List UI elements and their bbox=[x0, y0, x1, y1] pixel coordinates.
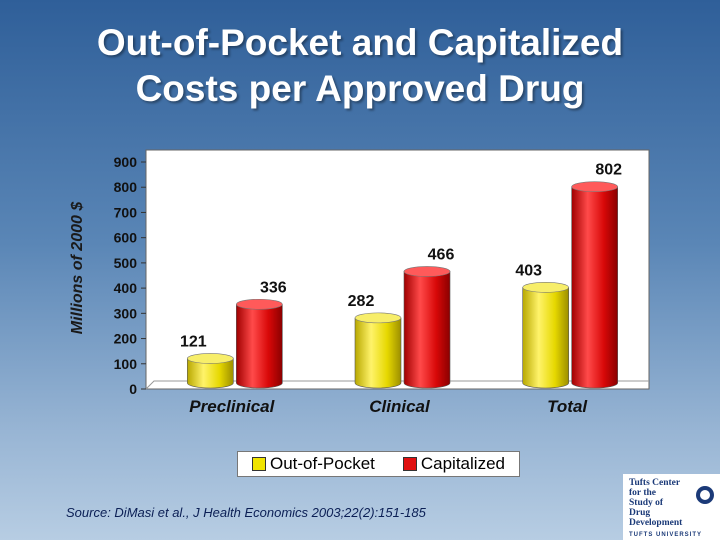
x-tick-label-clinical: Clinical bbox=[369, 397, 431, 416]
logo-line-2: for the bbox=[629, 488, 656, 498]
y-axis: 0 100 200 300 400 500 600 700 800 900 bbox=[114, 154, 146, 397]
x-tick-label-total: Total bbox=[547, 397, 588, 416]
bar-total-out-of-pocket-cap bbox=[522, 282, 569, 293]
bar-clinical-out-of-pocket-body bbox=[354, 317, 402, 389]
y-tick-label: 700 bbox=[114, 204, 138, 220]
legend-swatch-out-of-pocket bbox=[252, 457, 266, 471]
x-tick-label-preclinical: Preclinical bbox=[189, 397, 275, 416]
legend-label-out-of-pocket: Out-of-Pocket bbox=[270, 454, 375, 473]
bar-clinical-out-of-pocket bbox=[354, 312, 402, 389]
bar-total-capitalized-body bbox=[571, 186, 618, 389]
bar-clinical-capitalized-value-label: 466 bbox=[428, 246, 455, 263]
logo-text: Tufts Center for the Study of Drug Devel… bbox=[629, 478, 695, 528]
bar-preclinical-out-of-pocket-body bbox=[187, 358, 234, 389]
bar-clinical-capitalized bbox=[403, 266, 451, 389]
title-line-1: Out-of-Pocket and Capitalized bbox=[96, 22, 624, 63]
bar-total-out-of-pocket-body bbox=[522, 287, 569, 389]
y-tick-label: 100 bbox=[114, 356, 138, 372]
bar-preclinical-capitalized-cap bbox=[236, 298, 283, 310]
legend-swatch-capitalized bbox=[402, 457, 417, 471]
bar-clinical-capitalized-cap bbox=[403, 266, 451, 277]
bar-preclinical-capitalized-value-label: 336 bbox=[260, 279, 287, 296]
y-tick-label: 600 bbox=[114, 230, 138, 246]
bar-total-out-of-pocket-value-label: 403 bbox=[515, 262, 542, 279]
y-tick-label: 300 bbox=[114, 305, 138, 321]
logo-line-4: Drug Development bbox=[629, 508, 683, 528]
bar-preclinical-out-of-pocket bbox=[187, 353, 234, 389]
bar-preclinical-out-of-pocket-cap bbox=[187, 353, 234, 364]
bar-clinical-out-of-pocket-cap bbox=[354, 312, 402, 324]
logo-seal-icon bbox=[696, 486, 714, 504]
bar-total-capitalized bbox=[571, 181, 618, 389]
legend-item-capitalized: Capitalized bbox=[402, 454, 505, 474]
logo-university: TUFTS UNIVERSITY bbox=[629, 532, 703, 538]
y-tick-label: 400 bbox=[114, 280, 138, 296]
legend-label-capitalized: Capitalized bbox=[420, 454, 505, 473]
y-tick-label: 200 bbox=[114, 331, 138, 347]
bar-preclinical-capitalized bbox=[236, 298, 283, 389]
bar-total-out-of-pocket bbox=[522, 282, 569, 389]
y-tick-label: 500 bbox=[114, 255, 138, 271]
bars: 121 336 282 466 403 802 bbox=[180, 162, 622, 389]
y-axis-title-box: Millions of 2000 $ bbox=[58, 180, 98, 355]
legend-item-out-of-pocket: Out-of-Pocket bbox=[252, 454, 375, 474]
plot-floor bbox=[145, 380, 649, 390]
y-axis-title: Millions of 2000 $ bbox=[69, 201, 86, 334]
logo-line-3: Study of bbox=[629, 498, 664, 508]
y-tick-label: 900 bbox=[114, 154, 138, 170]
y-tick-label: 800 bbox=[114, 179, 138, 195]
bar-preclinical-capitalized-body bbox=[236, 303, 283, 389]
slide-title: Out-of-Pocket and Capitalized Costs per … bbox=[0, 20, 720, 112]
source-citation: Source: DiMasi et al., J Health Economic… bbox=[66, 505, 426, 520]
legend: Out-of-Pocket Capitalized bbox=[237, 451, 520, 477]
logo-line-1: Tufts Center bbox=[629, 478, 681, 488]
bar-preclinical-out-of-pocket-value-label: 121 bbox=[180, 333, 207, 350]
tufts-logo: Tufts Center for the Study of Drug Devel… bbox=[623, 474, 720, 540]
title-line-2: Costs per Approved Drug bbox=[135, 68, 585, 109]
bar-total-capitalized-value-label: 802 bbox=[595, 162, 622, 179]
bar-clinical-out-of-pocket-value-label: 282 bbox=[348, 293, 375, 310]
bar-clinical-capitalized-body bbox=[403, 271, 451, 389]
bar-total-capitalized-cap bbox=[571, 181, 618, 193]
y-tick-label: 0 bbox=[129, 381, 137, 397]
